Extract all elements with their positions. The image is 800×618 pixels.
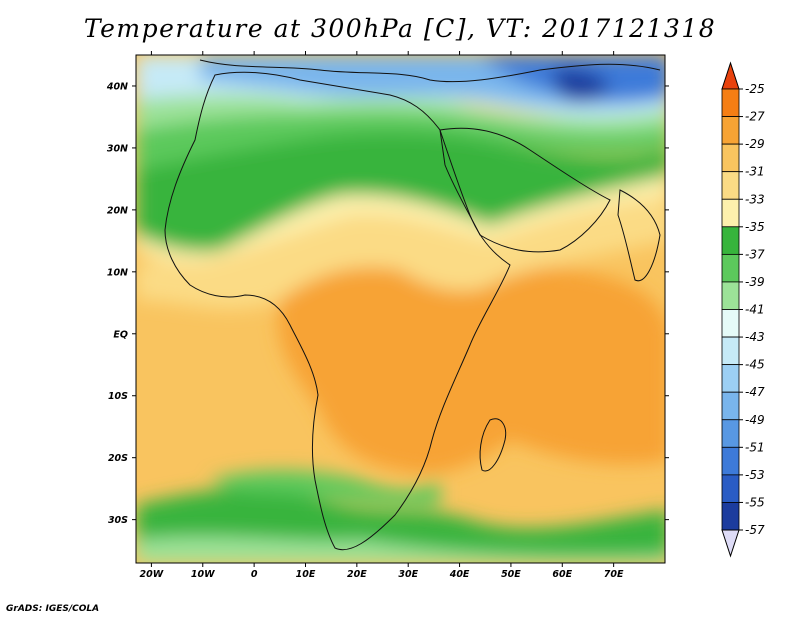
x-tick-label: 10E xyxy=(296,569,316,580)
colorbar-swatch xyxy=(721,309,740,338)
colorbar-swatch xyxy=(721,281,740,310)
colorbar-swatch xyxy=(721,474,740,503)
india-coastline xyxy=(617,189,661,282)
colorbar-swatch xyxy=(721,364,740,393)
colorbar-label: -37 xyxy=(745,247,765,261)
colorbar-swatch xyxy=(721,116,740,145)
field-band-31 xyxy=(278,260,665,474)
y-tick-label: 30S xyxy=(108,515,128,526)
colorbar-swatch xyxy=(721,336,740,366)
colorbar-swatch xyxy=(721,143,740,173)
y-tick-label: EQ xyxy=(113,329,128,340)
y-axis: 40N 30N 20N 10N EQ 10S 20S 30S xyxy=(106,81,669,526)
colorbar-label: -47 xyxy=(745,385,765,399)
field-band-33 xyxy=(136,180,665,309)
colorbar-swatch xyxy=(721,253,740,283)
madagascar-coastline xyxy=(479,418,507,472)
x-axis: 20W 10W 0 10E 20E 30E 40E 50E 60E 70E xyxy=(140,51,624,580)
field-band-37 xyxy=(136,129,665,252)
x-tick-label: 30E xyxy=(398,569,418,580)
chart-title: Temperature at 300hPa [C], VT: 201712131… xyxy=(83,14,717,43)
x-tick-label: 40E xyxy=(449,569,470,580)
colorbar-label: -57 xyxy=(745,523,765,537)
y-tick-label: 30N xyxy=(107,143,128,154)
colorbar-swatch xyxy=(721,391,740,421)
colorbar-label: -41 xyxy=(745,303,765,317)
colorbar-label: -55 xyxy=(745,495,765,509)
y-tick-label: 10S xyxy=(108,391,128,402)
y-tick-label: 20N xyxy=(107,205,128,216)
y-tick-label: 40N xyxy=(106,81,128,92)
colorbar-label: -51 xyxy=(745,440,765,454)
colorbar-label: -29 xyxy=(745,137,765,151)
colorbar-swatch xyxy=(721,88,740,117)
colorbar-label: -31 xyxy=(745,165,765,179)
temperature-field xyxy=(136,55,665,563)
field-band-41-south xyxy=(136,536,665,563)
x-tick-label: 60E xyxy=(552,569,572,580)
colorbar-swatch xyxy=(721,419,740,448)
x-tick-label: 50E xyxy=(501,569,521,580)
field-band-35 xyxy=(136,166,665,262)
x-tick-label: 10W xyxy=(191,569,215,580)
colorbar-label: -49 xyxy=(745,413,765,427)
coastlines xyxy=(164,59,661,551)
colorbar-label: -43 xyxy=(745,330,765,344)
colorbar-top-arrow xyxy=(721,61,740,90)
x-tick-label: 0 xyxy=(251,569,258,580)
field-band-39 xyxy=(136,109,665,170)
africa-coastline xyxy=(164,71,511,551)
colorbar-swatch xyxy=(721,226,740,255)
colorbar-label: -27 xyxy=(745,110,765,124)
colorbar-label: -45 xyxy=(745,358,765,372)
arabia-coastline xyxy=(439,127,611,253)
y-tick-label: 20S xyxy=(108,453,128,464)
colorbar-swatch xyxy=(721,502,740,531)
field-band-39-south xyxy=(210,470,440,507)
field-band-55 xyxy=(553,68,610,102)
map-frame xyxy=(135,54,666,564)
europe-coastline xyxy=(199,59,661,83)
field-band-41 xyxy=(136,95,665,134)
y-tick-label: 10N xyxy=(107,267,128,278)
x-tick-label: 70E xyxy=(604,569,624,580)
colorbar-label: -33 xyxy=(745,192,765,206)
colorbar-label: -25 xyxy=(745,82,765,96)
colorbar-label: -53 xyxy=(745,468,765,482)
footer-credit: GrADS: IGES/COLA xyxy=(6,604,100,614)
colorbar-bottom-arrow xyxy=(721,529,740,558)
colorbar-swatch xyxy=(721,171,740,200)
colorbar: -25 -27 -29 -31 -33 -35 -37 -39 -41 -43 -45 -47 -49 -… xyxy=(721,61,765,558)
colorbar-label: -39 xyxy=(745,275,765,289)
colorbar-swatch xyxy=(721,198,740,228)
x-tick-label: 20W xyxy=(140,569,164,580)
colorbar-swatch xyxy=(721,446,740,476)
x-tick-label: 20E xyxy=(347,569,367,580)
colorbar-label: -35 xyxy=(745,220,765,234)
